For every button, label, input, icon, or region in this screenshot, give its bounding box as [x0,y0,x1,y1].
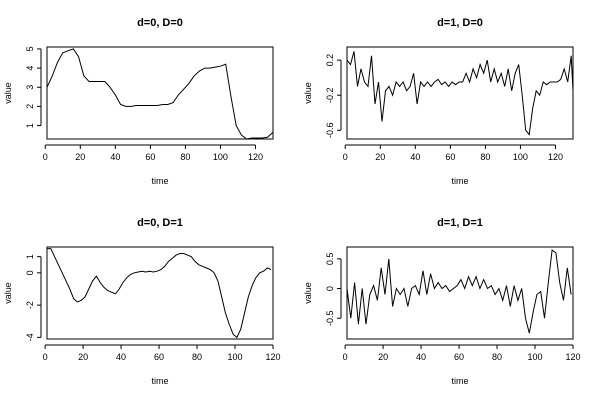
y-tick-label: 0.2 [325,54,335,67]
y-tick-label: 0 [325,286,335,291]
series-line [47,248,272,339]
chart-panel-1: d=0, D=0 0 20 40 60 80 100 120 time 1 2 3 4 5 value [3,17,274,186]
x-tick-label: 0 [43,152,48,162]
y-tick-label: 2 [25,104,35,109]
x-tick-label: 120 [565,352,580,362]
y-tick-label: 0.5 [325,253,335,266]
y-tick-label: -2 [25,301,35,309]
x-tick-label: 0 [43,352,48,362]
x-axis-label: time [151,176,168,186]
x-axis-label: time [151,376,168,386]
y-tick-label: -0.2 [325,87,335,103]
x-tick-label: 0 [343,352,348,362]
x-tick-label: 80 [480,152,490,162]
y-tick-label: 3 [25,85,35,90]
x-tick-label: 20 [375,152,385,162]
y-axis-label: value [303,82,313,104]
x-tick-label: 60 [154,352,164,362]
y-tick-label: 1 [25,123,35,128]
chart-title: d=1, D=1 [437,217,483,229]
y-tick-label: 4 [25,66,35,71]
x-tick-label: 60 [454,352,464,362]
series-line [46,48,274,140]
y-axis-label: value [3,82,13,104]
plot-frame [46,246,274,340]
y-axis-label: value [3,282,13,304]
plot-frame [346,46,574,140]
plot-frame [346,246,574,340]
x-tick-label: 40 [416,352,426,362]
x-tick-label: 80 [492,352,502,362]
x-tick-label: 40 [116,352,126,362]
x-tick-label: 60 [145,152,155,162]
plot-frame [46,46,274,140]
chart-panel-4: d=1, D=1 0 20 40 60 80 100 120 time -0.5 0 0.5 value [303,217,581,386]
x-tick-label: 120 [548,152,563,162]
x-tick-label: 100 [528,352,543,362]
chart-panel-2: d=1, D=0 0 20 40 60 80 100 120 time -0.6 -0.2 0.2 va… [303,17,574,186]
x-axis-label: time [451,176,468,186]
x-tick-label: 100 [213,152,228,162]
x-tick-label: 100 [228,352,243,362]
x-tick-label: 100 [513,152,528,162]
series-line [346,51,574,136]
x-tick-label: 40 [110,152,120,162]
x-tick-label: 80 [192,352,202,362]
x-tick-label: 80 [180,152,190,162]
x-axis-label: time [451,376,468,386]
y-axis-label: value [303,282,313,304]
chart-title: d=0, D=0 [137,17,183,29]
x-tick-label: 20 [378,352,388,362]
chart-title: d=0, D=1 [137,217,183,229]
x-tick-label: 20 [78,352,88,362]
x-tick-label: 40 [410,152,420,162]
series-line [346,249,572,334]
x-tick-label: 0 [343,152,348,162]
y-tick-label: 5 [25,46,35,51]
chart-panel-3: d=0, D=1 0 20 40 60 80 100 120 time -4 -2 0 1 value [3,217,281,386]
x-tick-label: 120 [248,152,263,162]
x-tick-label: 60 [445,152,455,162]
y-tick-label: 0 [25,270,35,275]
y-tick-label: 1 [25,254,35,259]
y-tick-label: -4 [25,333,35,341]
x-tick-label: 20 [75,152,85,162]
chart-title: d=1, D=0 [437,17,483,29]
y-tick-label: -0.6 [325,122,335,138]
x-tick-label: 120 [265,352,280,362]
y-tick-label: -0.5 [325,310,335,326]
